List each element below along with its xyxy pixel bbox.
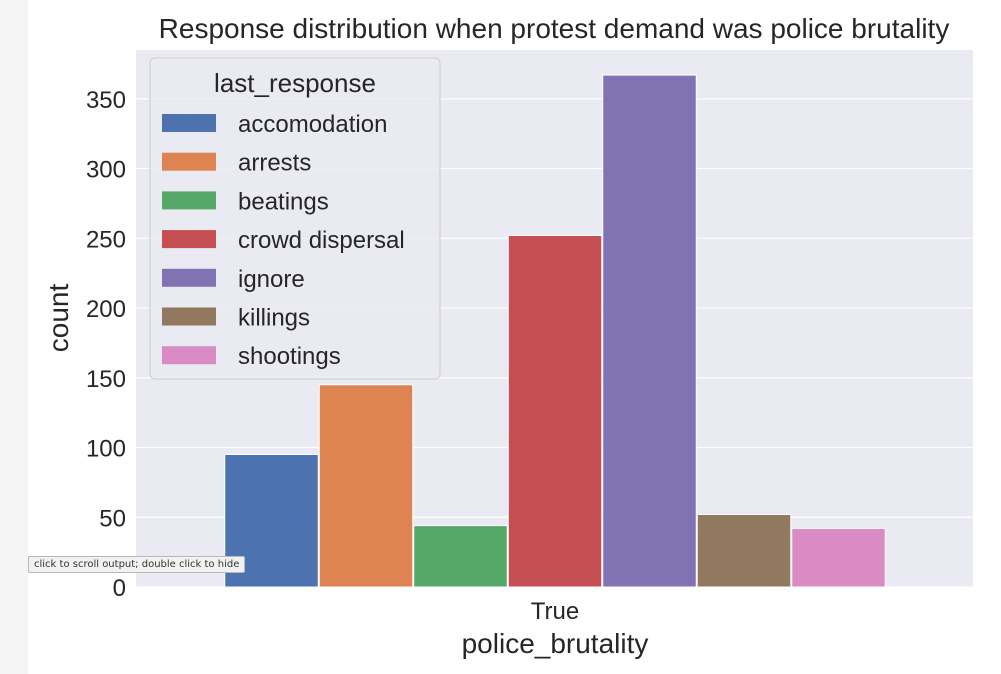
bar-arrests [318, 384, 414, 588]
legend-swatch [162, 114, 216, 132]
y-tick-label: 150 [86, 366, 126, 393]
legend-title: last_response [214, 68, 376, 98]
legend-label: ignore [238, 266, 305, 293]
chart-title: Response distribution when protest deman… [159, 13, 950, 44]
y-tick-label: 0 [113, 575, 126, 602]
legend-swatch [162, 346, 216, 365]
output-tooltip[interactable]: click to scroll output; double click to … [28, 556, 246, 573]
legend-swatch [162, 191, 216, 210]
y-ticks: 0 50 100 150 200 250 300 350 [86, 87, 126, 602]
bar-beatings [413, 525, 508, 588]
bars [224, 74, 886, 588]
legend-swatch [162, 230, 216, 249]
y-tick-label: 50 [99, 505, 126, 532]
bar-ignore [602, 74, 697, 588]
y-tick-label: 100 [86, 436, 126, 463]
y-tick-label: 200 [86, 296, 126, 323]
y-axis-label: count [43, 284, 74, 353]
y-tick-label: 250 [86, 226, 126, 253]
legend-label: beatings [238, 188, 329, 215]
bar-crowd-dispersal [507, 235, 603, 588]
legend-swatch [162, 152, 216, 171]
x-axis-label: police_brutality [462, 628, 649, 659]
output-gutter [0, 0, 28, 674]
y-tick-label: 300 [86, 157, 126, 184]
legend-swatch [162, 268, 216, 287]
y-tick-label: 350 [86, 87, 126, 114]
legend-swatch [162, 307, 216, 326]
legend-box [149, 57, 441, 380]
x-ticks: True [531, 598, 579, 625]
legend-label: accomodation [238, 111, 387, 138]
x-tick-label: True [531, 598, 579, 625]
legend-label: crowd dispersal [238, 227, 405, 254]
legend-label: arrests [238, 150, 311, 177]
bar-shootings [791, 527, 886, 588]
bar-killings [696, 513, 792, 588]
legend-label: killings [238, 305, 310, 332]
legend-label: shootings [238, 343, 341, 370]
legend: last_response accomodation arrests beatings… [149, 57, 441, 380]
